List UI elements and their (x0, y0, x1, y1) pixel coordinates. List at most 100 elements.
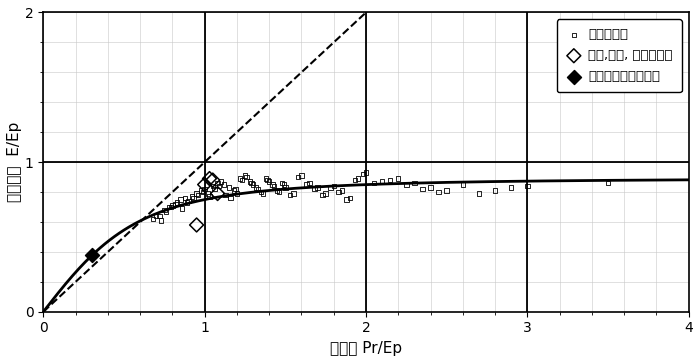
森林譒発散 (409, 180, 420, 186)
森林譒発散 (215, 179, 226, 184)
森林譒発散 (197, 189, 209, 195)
森林譒発散 (251, 185, 262, 191)
森林譒発散 (603, 180, 614, 186)
森林譒発散 (204, 193, 215, 199)
森林譒発散 (301, 182, 312, 187)
X-axis label: 降水量 Pr/Ep: 降水量 Pr/Ep (330, 341, 402, 356)
森林譒発散 (176, 205, 188, 211)
森林譒発散 (155, 217, 167, 223)
森林譒発散 (377, 179, 388, 184)
森林譒発散 (241, 174, 252, 180)
森林譒発散 (400, 182, 412, 187)
森林譒発散 (352, 176, 363, 182)
森林譒発散 (341, 197, 352, 203)
森林譒発散 (489, 188, 500, 193)
森林譒発散 (234, 176, 246, 182)
森林譒発散 (231, 191, 242, 196)
森林譒発散 (154, 213, 165, 219)
森林譒発散 (170, 201, 181, 207)
森林譒発散 (278, 182, 289, 187)
森林譒発散 (285, 192, 296, 198)
川越,北谷, 自然教育園 (207, 177, 218, 183)
森林譒発散 (425, 185, 436, 191)
森林譒発散 (150, 213, 162, 219)
森林譒発散 (181, 200, 193, 205)
森林譒発散 (309, 186, 320, 192)
森林譒発散 (280, 185, 291, 191)
森林譒発散 (252, 186, 263, 192)
森林譒発散 (196, 188, 207, 193)
森林譒発散 (159, 207, 170, 213)
森林譒発散 (325, 185, 336, 191)
森林譒発散 (273, 189, 284, 195)
森林譒発散 (473, 191, 484, 196)
森林譒発散 (267, 182, 278, 187)
森林譒発散 (357, 171, 368, 177)
森林譒発散 (257, 191, 268, 196)
森林譒発散 (349, 177, 360, 183)
森林譒発散 (384, 177, 395, 183)
森林譒発散 (333, 189, 344, 195)
森林譒発散 (248, 182, 259, 187)
森林譒発散 (202, 191, 214, 196)
森林譒発散 (293, 174, 304, 180)
森林譒発散 (505, 185, 517, 191)
森林譒発散 (368, 180, 379, 186)
森林譒発散 (296, 173, 307, 179)
森林譒発散 (225, 195, 236, 201)
森林譒発散 (441, 188, 452, 193)
森林譒発散 (328, 183, 339, 189)
森林譒発散 (191, 191, 202, 196)
森林譒発散 (272, 188, 283, 193)
森林譒発散 (186, 193, 197, 199)
森林譒発散 (207, 183, 218, 189)
川越,北谷, 自然教育園 (212, 191, 223, 196)
森林譒発散 (336, 188, 347, 193)
森林譒発散 (360, 170, 372, 175)
森林譒発散 (218, 182, 230, 187)
森林譒発散 (193, 192, 204, 198)
森林譒発散 (167, 203, 178, 208)
Y-axis label: 蒸発散量  E/Ep: 蒸発散量 E/Ep (7, 122, 22, 202)
森林譒発散 (212, 180, 223, 186)
森林譒発散 (246, 180, 257, 186)
川越,北谷, 自然教育園 (191, 222, 202, 228)
森林譒発散 (236, 177, 247, 183)
森林譒発散 (239, 173, 251, 179)
森林譒発散 (433, 189, 444, 195)
森林譒発散 (160, 209, 172, 215)
森林譒発散 (220, 192, 231, 198)
森林譒発散 (230, 186, 241, 192)
森林譒発散 (457, 182, 468, 187)
森林譒発散 (223, 185, 235, 191)
森林譒発散 (344, 195, 356, 201)
森林譒発散 (228, 188, 239, 193)
森林譒発散 (260, 176, 272, 182)
森林譒発散 (148, 216, 159, 222)
森林譒発散 (276, 180, 288, 186)
森林譒発散 (175, 197, 186, 203)
森林譒発散 (317, 192, 328, 198)
森林譒発散 (312, 185, 323, 191)
森林譒発散 (264, 179, 275, 184)
森林譒発散 (320, 191, 331, 196)
森林譒発散 (172, 200, 183, 205)
森林譒発散 (288, 191, 299, 196)
森林譒発散 (188, 195, 199, 201)
森林譒発散 (209, 186, 220, 192)
森林譒発散 (304, 180, 315, 186)
森林譒発散 (180, 195, 191, 201)
森林譒発散 (183, 198, 194, 204)
森林譒発散 (164, 204, 175, 210)
森林譒発散 (214, 183, 225, 189)
川越,北谷, 自然教育園 (199, 182, 210, 187)
森林譒発散 (417, 186, 428, 192)
森林譒発散 (268, 183, 279, 189)
森林譒発散 (256, 189, 267, 195)
森林譒発散 (165, 204, 176, 210)
森林譒発散 (262, 177, 273, 183)
Legend: 森林譒発散, 川越,北谷, 自然教育園, タイガ林（暖候期）: 森林譒発散, 川越,北谷, 自然教育園, タイガ林（暖候期） (556, 19, 682, 92)
森林譒発散 (522, 183, 533, 189)
タイガ林（暖候期） (86, 252, 97, 258)
森林譒発散 (244, 179, 256, 184)
